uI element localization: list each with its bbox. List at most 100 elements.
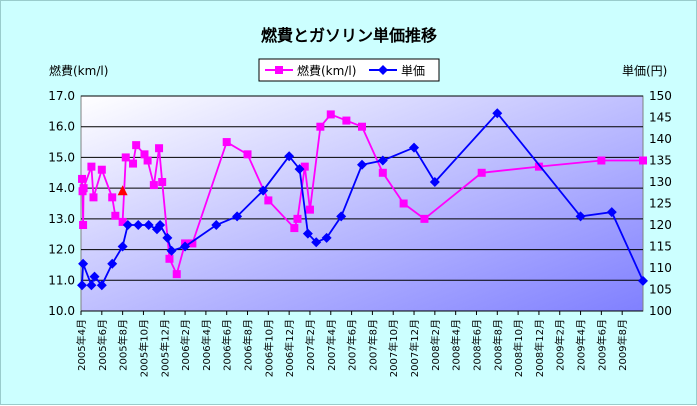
- fuel-point: [172, 270, 181, 279]
- x-tick-label: 2009年6月: [595, 319, 608, 371]
- left-tick-label: 10.0: [48, 304, 75, 318]
- price-point: [180, 241, 191, 252]
- x-tick-label: 2006年4月: [200, 319, 213, 371]
- fuel-point: [477, 168, 486, 177]
- price-point: [377, 155, 388, 166]
- price-point: [638, 275, 648, 286]
- x-tick-label: 2008年10月: [512, 319, 525, 377]
- fuel-point: [264, 196, 273, 205]
- fuel-point: [121, 153, 130, 162]
- price-point: [166, 245, 177, 256]
- fuel-point: [118, 217, 127, 226]
- price-point: [133, 220, 144, 230]
- x-tick-label: 2005年12月: [158, 319, 171, 377]
- fuel-point: [165, 254, 174, 263]
- fuel-point: [290, 224, 299, 233]
- x-tick-label: 2007年6月: [346, 319, 359, 371]
- x-tick-label: 2005年8月: [117, 319, 130, 371]
- x-tick-label: 2008年2月: [429, 319, 442, 371]
- price-point: [107, 258, 118, 269]
- x-tick-label: 2006年12月: [283, 319, 296, 377]
- price-point: [78, 258, 89, 269]
- fuel-point: [149, 181, 158, 190]
- chart-title: 燃費とガソリン単価推移: [261, 26, 437, 45]
- right-axis-ticks: 100 105 110 115 120 125 130 135 140 145 150: [649, 89, 672, 318]
- fuel-point: [316, 122, 325, 131]
- left-tick-label: 17.0: [48, 89, 75, 103]
- fuel-point: [188, 239, 197, 248]
- fuel-point: [243, 150, 252, 159]
- left-axis-label: 燃費(km/l): [49, 63, 108, 78]
- x-tick-label: 2006年6月: [221, 319, 234, 371]
- price-point: [336, 211, 347, 222]
- right-tick-label: 100: [649, 304, 672, 318]
- legend: 燃費(km/l) 単価: [258, 58, 440, 82]
- fuel-point: [108, 193, 117, 202]
- left-tick-label: 13.0: [48, 212, 75, 226]
- price-point: [575, 211, 586, 222]
- x-tick-label: 2008年4月: [450, 319, 463, 371]
- price-point: [606, 207, 617, 218]
- fuel-point: [342, 116, 351, 125]
- price-point: [302, 228, 313, 239]
- fuel-point: [639, 156, 647, 165]
- legend-box: [258, 58, 440, 82]
- price-point: [409, 142, 420, 153]
- gridlines: [81, 95, 643, 312]
- fuel-point: [305, 205, 314, 214]
- fuel-point: [79, 221, 88, 229]
- price-point: [294, 164, 305, 175]
- x-tick-label: 2006年10月: [262, 319, 275, 377]
- fuel-point: [399, 199, 408, 208]
- legend-marker-fuel: [275, 66, 283, 74]
- price-point: [321, 232, 332, 243]
- fuel-point: [89, 193, 98, 202]
- right-tick-label: 130: [649, 175, 672, 189]
- x-axis-ticks: 2005年4月 2005年6月 2005年8月 2005年10月 2005年12月 200…: [75, 311, 629, 377]
- fuel-point: [358, 122, 366, 131]
- fuel-point: [158, 178, 167, 186]
- right-tick-label: 145: [649, 111, 672, 125]
- x-tick-label: 2008年6月: [470, 319, 483, 371]
- x-tick-label: 2009年2月: [554, 319, 567, 371]
- price-point: [357, 159, 367, 170]
- fuel-point: [140, 150, 149, 159]
- price-point: [311, 237, 322, 248]
- right-tick-label: 115: [649, 240, 672, 254]
- fuel-point: [79, 184, 88, 193]
- legend-marker-price: [378, 65, 388, 75]
- x-tick-label: 2009年4月: [575, 319, 588, 371]
- red-triangle-marker: [117, 185, 128, 196]
- fuel-point: [222, 138, 231, 147]
- x-tick-label: 2006年8月: [242, 319, 255, 371]
- left-axis-ticks: 10.0 11.0 12.0 13.0 14.0 15.0 16.0 17.0: [48, 89, 75, 318]
- right-tick-label: 150: [649, 89, 672, 103]
- fuel-point: [378, 168, 387, 177]
- right-tick-label: 135: [649, 154, 672, 168]
- x-tick-label: 2009年8月: [616, 319, 629, 371]
- fuel-point: [155, 144, 164, 153]
- price-point: [429, 177, 440, 187]
- x-tick-label: 2008年12月: [533, 319, 546, 377]
- fuel-point: [300, 162, 309, 171]
- price-point: [86, 280, 97, 291]
- price-point: [284, 151, 295, 162]
- price-point: [117, 241, 128, 252]
- right-tick-label: 110: [649, 261, 672, 275]
- fuel-point: [78, 174, 87, 183]
- left-tick-label: 12.0: [48, 243, 75, 257]
- fuel-point: [597, 156, 606, 165]
- fuel-point: [97, 165, 106, 174]
- fuel-point: [129, 159, 138, 168]
- price-point: [122, 220, 133, 230]
- x-tick-label: 2005年10月: [137, 319, 150, 377]
- right-tick-label: 105: [649, 283, 672, 297]
- fuel-point: [132, 141, 141, 150]
- x-tick-label: 2005年4月: [75, 319, 88, 371]
- fuel-point: [420, 214, 429, 223]
- right-tick-label: 140: [649, 132, 672, 146]
- right-tick-label: 120: [649, 218, 672, 232]
- x-tick-label: 2007年4月: [325, 319, 338, 371]
